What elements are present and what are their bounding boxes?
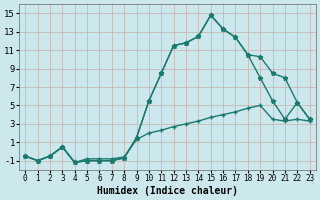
X-axis label: Humidex (Indice chaleur): Humidex (Indice chaleur)	[97, 186, 238, 196]
